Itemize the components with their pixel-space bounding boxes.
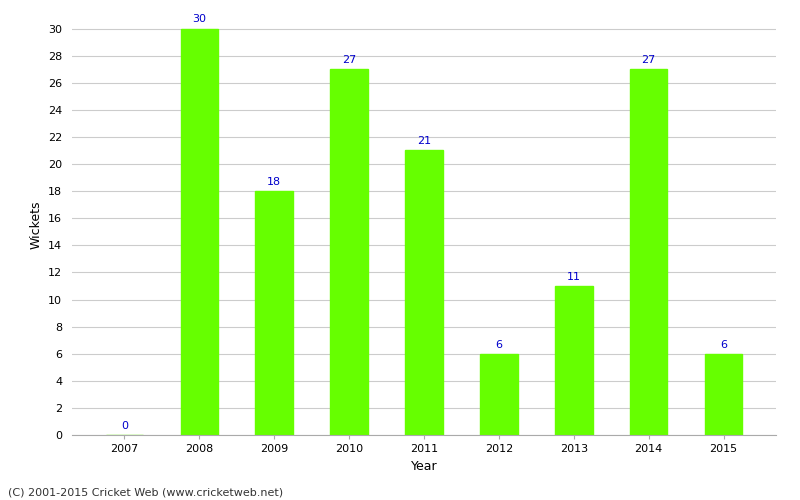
Text: 18: 18: [267, 177, 282, 187]
Bar: [480, 354, 518, 435]
Text: (C) 2001-2015 Cricket Web (www.cricketweb.net): (C) 2001-2015 Cricket Web (www.cricketwe…: [8, 488, 283, 498]
Bar: [181, 28, 218, 435]
Bar: [255, 191, 293, 435]
Text: 30: 30: [192, 14, 206, 24]
Text: 21: 21: [417, 136, 431, 146]
Bar: [555, 286, 593, 435]
Bar: [406, 150, 442, 435]
Y-axis label: Wickets: Wickets: [30, 200, 42, 249]
Text: 27: 27: [642, 55, 656, 65]
Bar: [705, 354, 742, 435]
Text: 11: 11: [566, 272, 581, 282]
Text: 6: 6: [495, 340, 502, 349]
X-axis label: Year: Year: [410, 460, 438, 472]
Text: 27: 27: [342, 55, 356, 65]
Text: 0: 0: [121, 421, 128, 431]
Bar: [630, 69, 667, 435]
Text: 6: 6: [720, 340, 727, 349]
Bar: [330, 69, 368, 435]
